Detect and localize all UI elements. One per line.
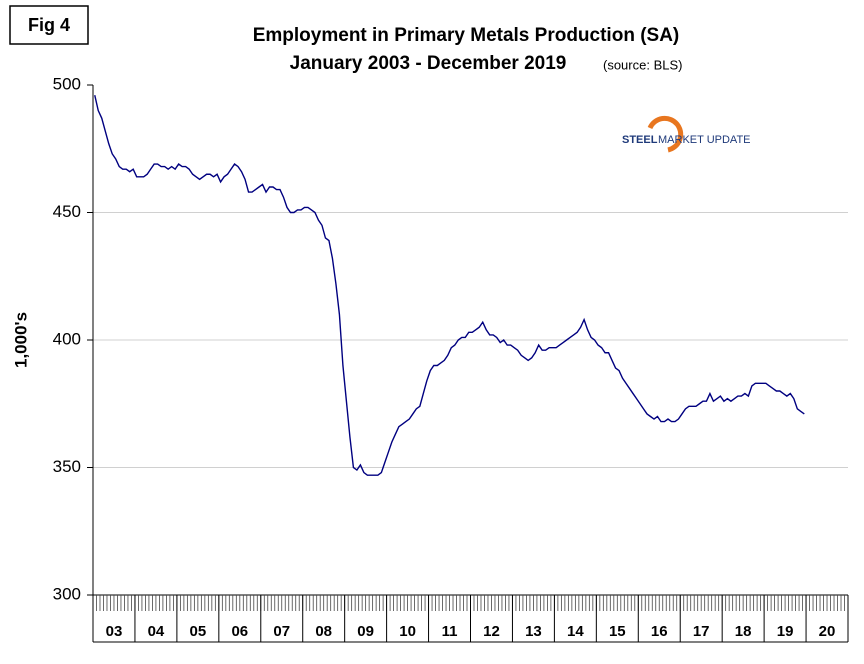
x-tick-label: 20 [819, 623, 836, 640]
x-tick-label: 13 [525, 623, 542, 640]
x-tick-label: 05 [190, 623, 207, 640]
logo-text: MARKET UPDATE [658, 134, 751, 146]
x-tick-label: 15 [609, 623, 626, 640]
logo-text-bold: STEEL [622, 134, 658, 146]
y-tick-label: 450 [53, 202, 81, 221]
figure-label: Fig 4 [28, 15, 70, 35]
chart-title: Employment in Primary Metals Production … [253, 25, 680, 46]
x-tick-label: 12 [483, 623, 500, 640]
line-series [94, 95, 805, 476]
x-tick-label: 14 [567, 623, 584, 640]
y-tick-label: 350 [53, 457, 81, 476]
x-tick-label: 04 [148, 623, 165, 640]
source: (source: BLS) [603, 57, 682, 72]
x-tick-label: 11 [442, 623, 458, 640]
x-tick-label: 18 [735, 623, 752, 640]
figure-label-box [9, 5, 89, 45]
chart-subtitle: January 2003 - December 2019 [290, 53, 567, 74]
logo-arc [647, 115, 684, 153]
y-tick-label: 300 [53, 584, 81, 603]
x-tick-label: 17 [693, 623, 710, 640]
x-tick-label: 06 [231, 623, 248, 640]
x-tick-label: 03 [106, 623, 123, 640]
x-tick-label: 10 [399, 623, 416, 640]
x-tick-label: 19 [777, 623, 794, 640]
y-tick-label: 500 [53, 74, 81, 93]
x-tick-label: 08 [315, 623, 332, 640]
x-tick-label: 16 [651, 623, 668, 640]
y-tick-label: 400 [53, 329, 81, 348]
y-axis-label: 1,000's [11, 312, 30, 368]
x-tick-label: 07 [273, 623, 290, 640]
x-tick-label: 09 [357, 623, 374, 640]
